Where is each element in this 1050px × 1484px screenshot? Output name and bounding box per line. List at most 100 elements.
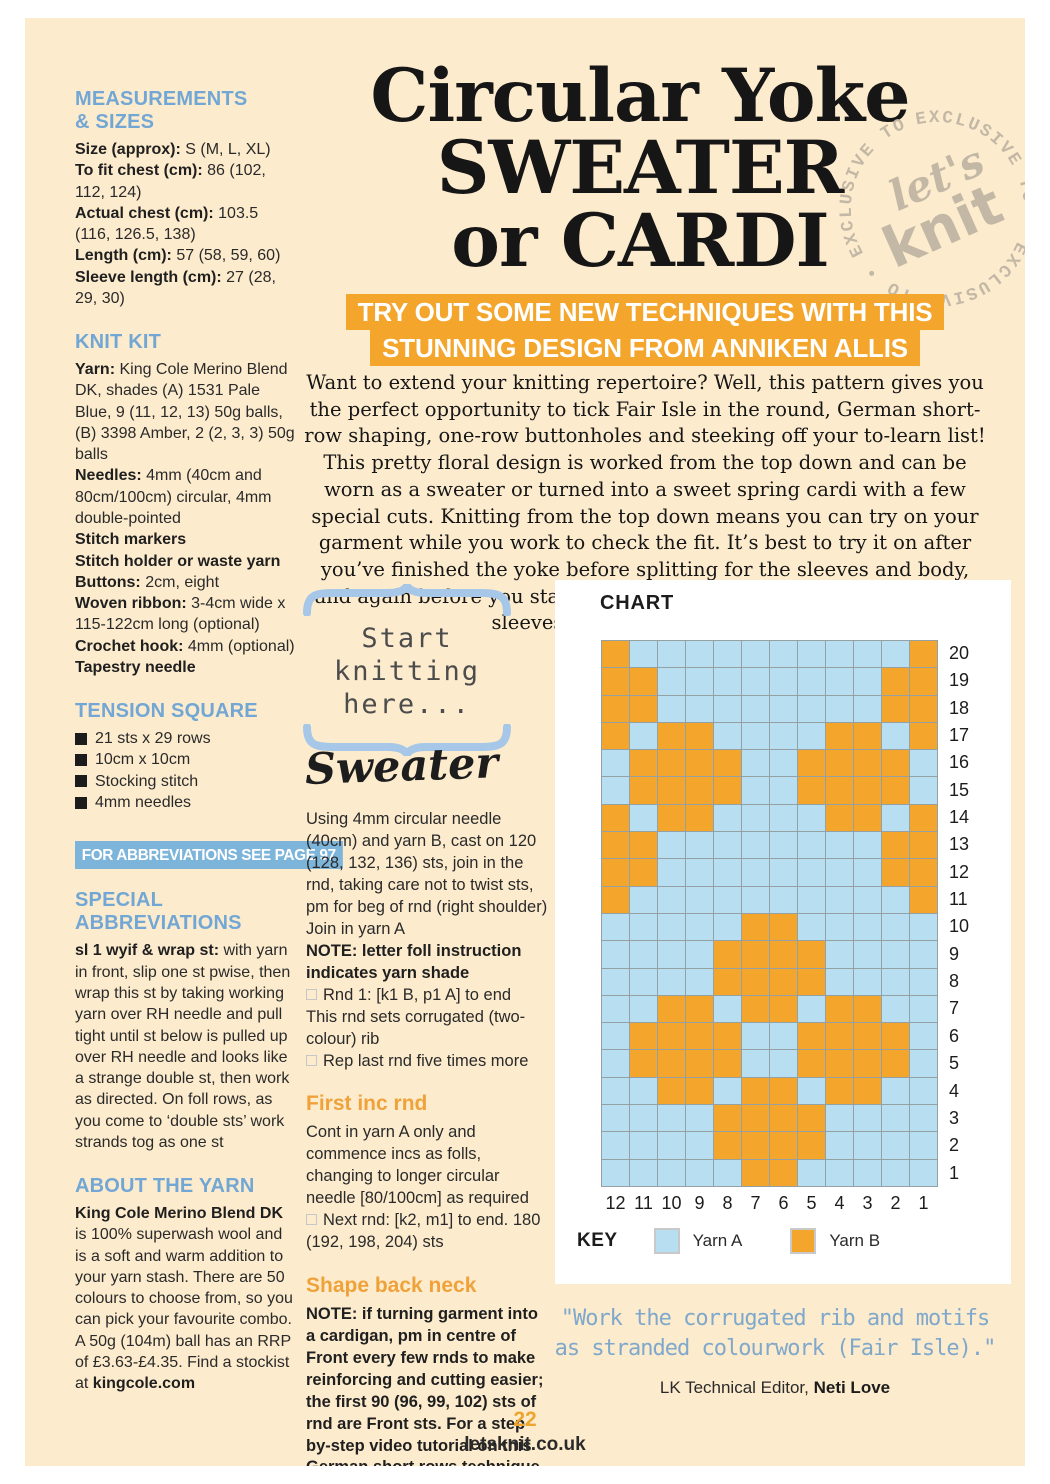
chart-cell [602,941,629,968]
chart-cell [630,695,657,722]
chart-cell [630,941,657,968]
chart-cell [826,941,853,968]
chart-cell [714,941,741,968]
chart-cell [798,832,825,859]
chart-cell [686,804,713,832]
chart-cell [826,641,853,668]
chart-cell [826,995,853,1023]
chart-cell [910,1050,937,1077]
chart-cell [798,1023,825,1050]
row-number: 2 [949,1135,960,1156]
checkbox-icon [306,1054,317,1066]
chart-cell [686,913,713,941]
chart-cell [686,995,713,1023]
chart-cell [910,968,937,995]
square-bullet-icon [75,754,87,766]
chart-cell [742,886,769,913]
item-text: 27 (28, 29, 30) [75,268,276,307]
chart-cell [602,668,629,695]
chart-row-labels: 20 19 18 17 16 15 14 13 12 11 10 9 8 7 6 5 4 3 2 1 [949,640,983,1187]
chart-cell [854,804,881,832]
item-text: 86 (102, 112, 124) [75,162,266,201]
item-label: Buttons: [75,573,141,591]
chart-cell [798,1105,825,1132]
first-inc-body: Cont in yarn A only and commence incs as… [306,1123,529,1208]
chart-cell [882,1077,909,1105]
chart-cell [882,1105,909,1132]
chart-cell [686,1050,713,1077]
chart-cell [686,968,713,995]
item-label: Size (approx): [75,141,181,158]
chart-cell [798,913,825,941]
chart-cell [602,1023,629,1050]
chart-cell [686,886,713,913]
chart-cell [742,777,769,804]
chart-cell [602,859,629,886]
chart-cell [798,668,825,695]
knit-kit-heading: KNIT KIT [75,331,162,354]
yarn-b-swatch-icon [790,1228,817,1254]
chart-cell [630,804,657,832]
chart-cell [770,777,797,804]
chart-cell [854,1050,881,1077]
column-number: 5 [806,1193,817,1213]
item-text: is 100% superwash wool and is a soft and… [75,1226,293,1393]
item-label: Stitch holder or waste yarn [75,552,281,570]
row-number: 8 [949,971,960,992]
sidebar: MEASUREMENTS & SIZES Size (approx): S (M… [75,88,343,1416]
heading-line: MEASUREMENTS [75,88,248,110]
chart-cell [602,722,629,750]
quote-line-1: "Work the corrugated rib and motifs [560,1306,991,1331]
chart-cell [602,1050,629,1077]
row-number: 7 [949,998,960,1019]
chart-cell [630,1132,657,1159]
about-yarn-section: ABOUT THE YARN King Cole Merino Blend DK… [75,1175,297,1394]
chart-cell [630,913,657,941]
chart-cell [602,1132,629,1159]
curly-brace-bottom-icon [303,722,511,762]
square-bullet-icon [75,796,87,809]
chart-cell [770,1050,797,1077]
special-abbreviations-section: SPECIAL ABBREVIATIONS sl 1 wyif & wrap s… [75,889,297,1153]
chart-cell [658,1077,685,1105]
chart-cell [854,750,881,777]
chart-cell [910,832,937,859]
chart-cell [602,641,629,668]
bullet-text: Next rnd: [k2, m1] to end. 180 (192, 198… [306,1211,541,1252]
magazine-page: MEASUREMENTS & SIZES Size (approx): S (M… [25,18,1025,1466]
chart-cell [714,1023,741,1050]
chart-cell [770,968,797,995]
bullet-text: Rnd 1: [k1 B, p1 A] to end [323,985,512,1004]
chart-cell [910,995,937,1023]
row-number: 17 [949,725,970,746]
kit-item: Stitch holder or waste yarn [75,551,297,572]
row-number: 18 [949,697,970,718]
chart-cell [826,1132,853,1159]
chart-cell [910,1132,937,1159]
subtitle-banner: TRY OUT SOME NEW TECHNIQUES WITH THIS ST… [275,294,1015,366]
chart-cell [602,1077,629,1105]
column-number: 12 [605,1193,626,1213]
chart-cell [910,668,937,695]
chart-cell [910,1105,937,1132]
chart-cell [910,1023,937,1050]
chart-cell [714,913,741,941]
kit-item: Crochet hook: 4mm (optional) [75,636,297,657]
chart-cell [630,641,657,668]
chart-cell [742,804,769,832]
chart-cell [798,641,825,668]
chart-cell [910,722,937,750]
row-number: 16 [949,752,970,773]
chart-cell [630,1077,657,1105]
chart-cell [686,1132,713,1159]
square-bullet-icon [75,732,87,745]
chart-cell [854,695,881,722]
row-number: 20 [949,643,970,663]
column-number: 10 [661,1193,682,1213]
chart-cell [882,995,909,1023]
chart-cell [742,1023,769,1050]
chart-cell [658,941,685,968]
chart-cell [742,1050,769,1077]
chart-cell [770,886,797,913]
row-number: 5 [949,1053,960,1074]
